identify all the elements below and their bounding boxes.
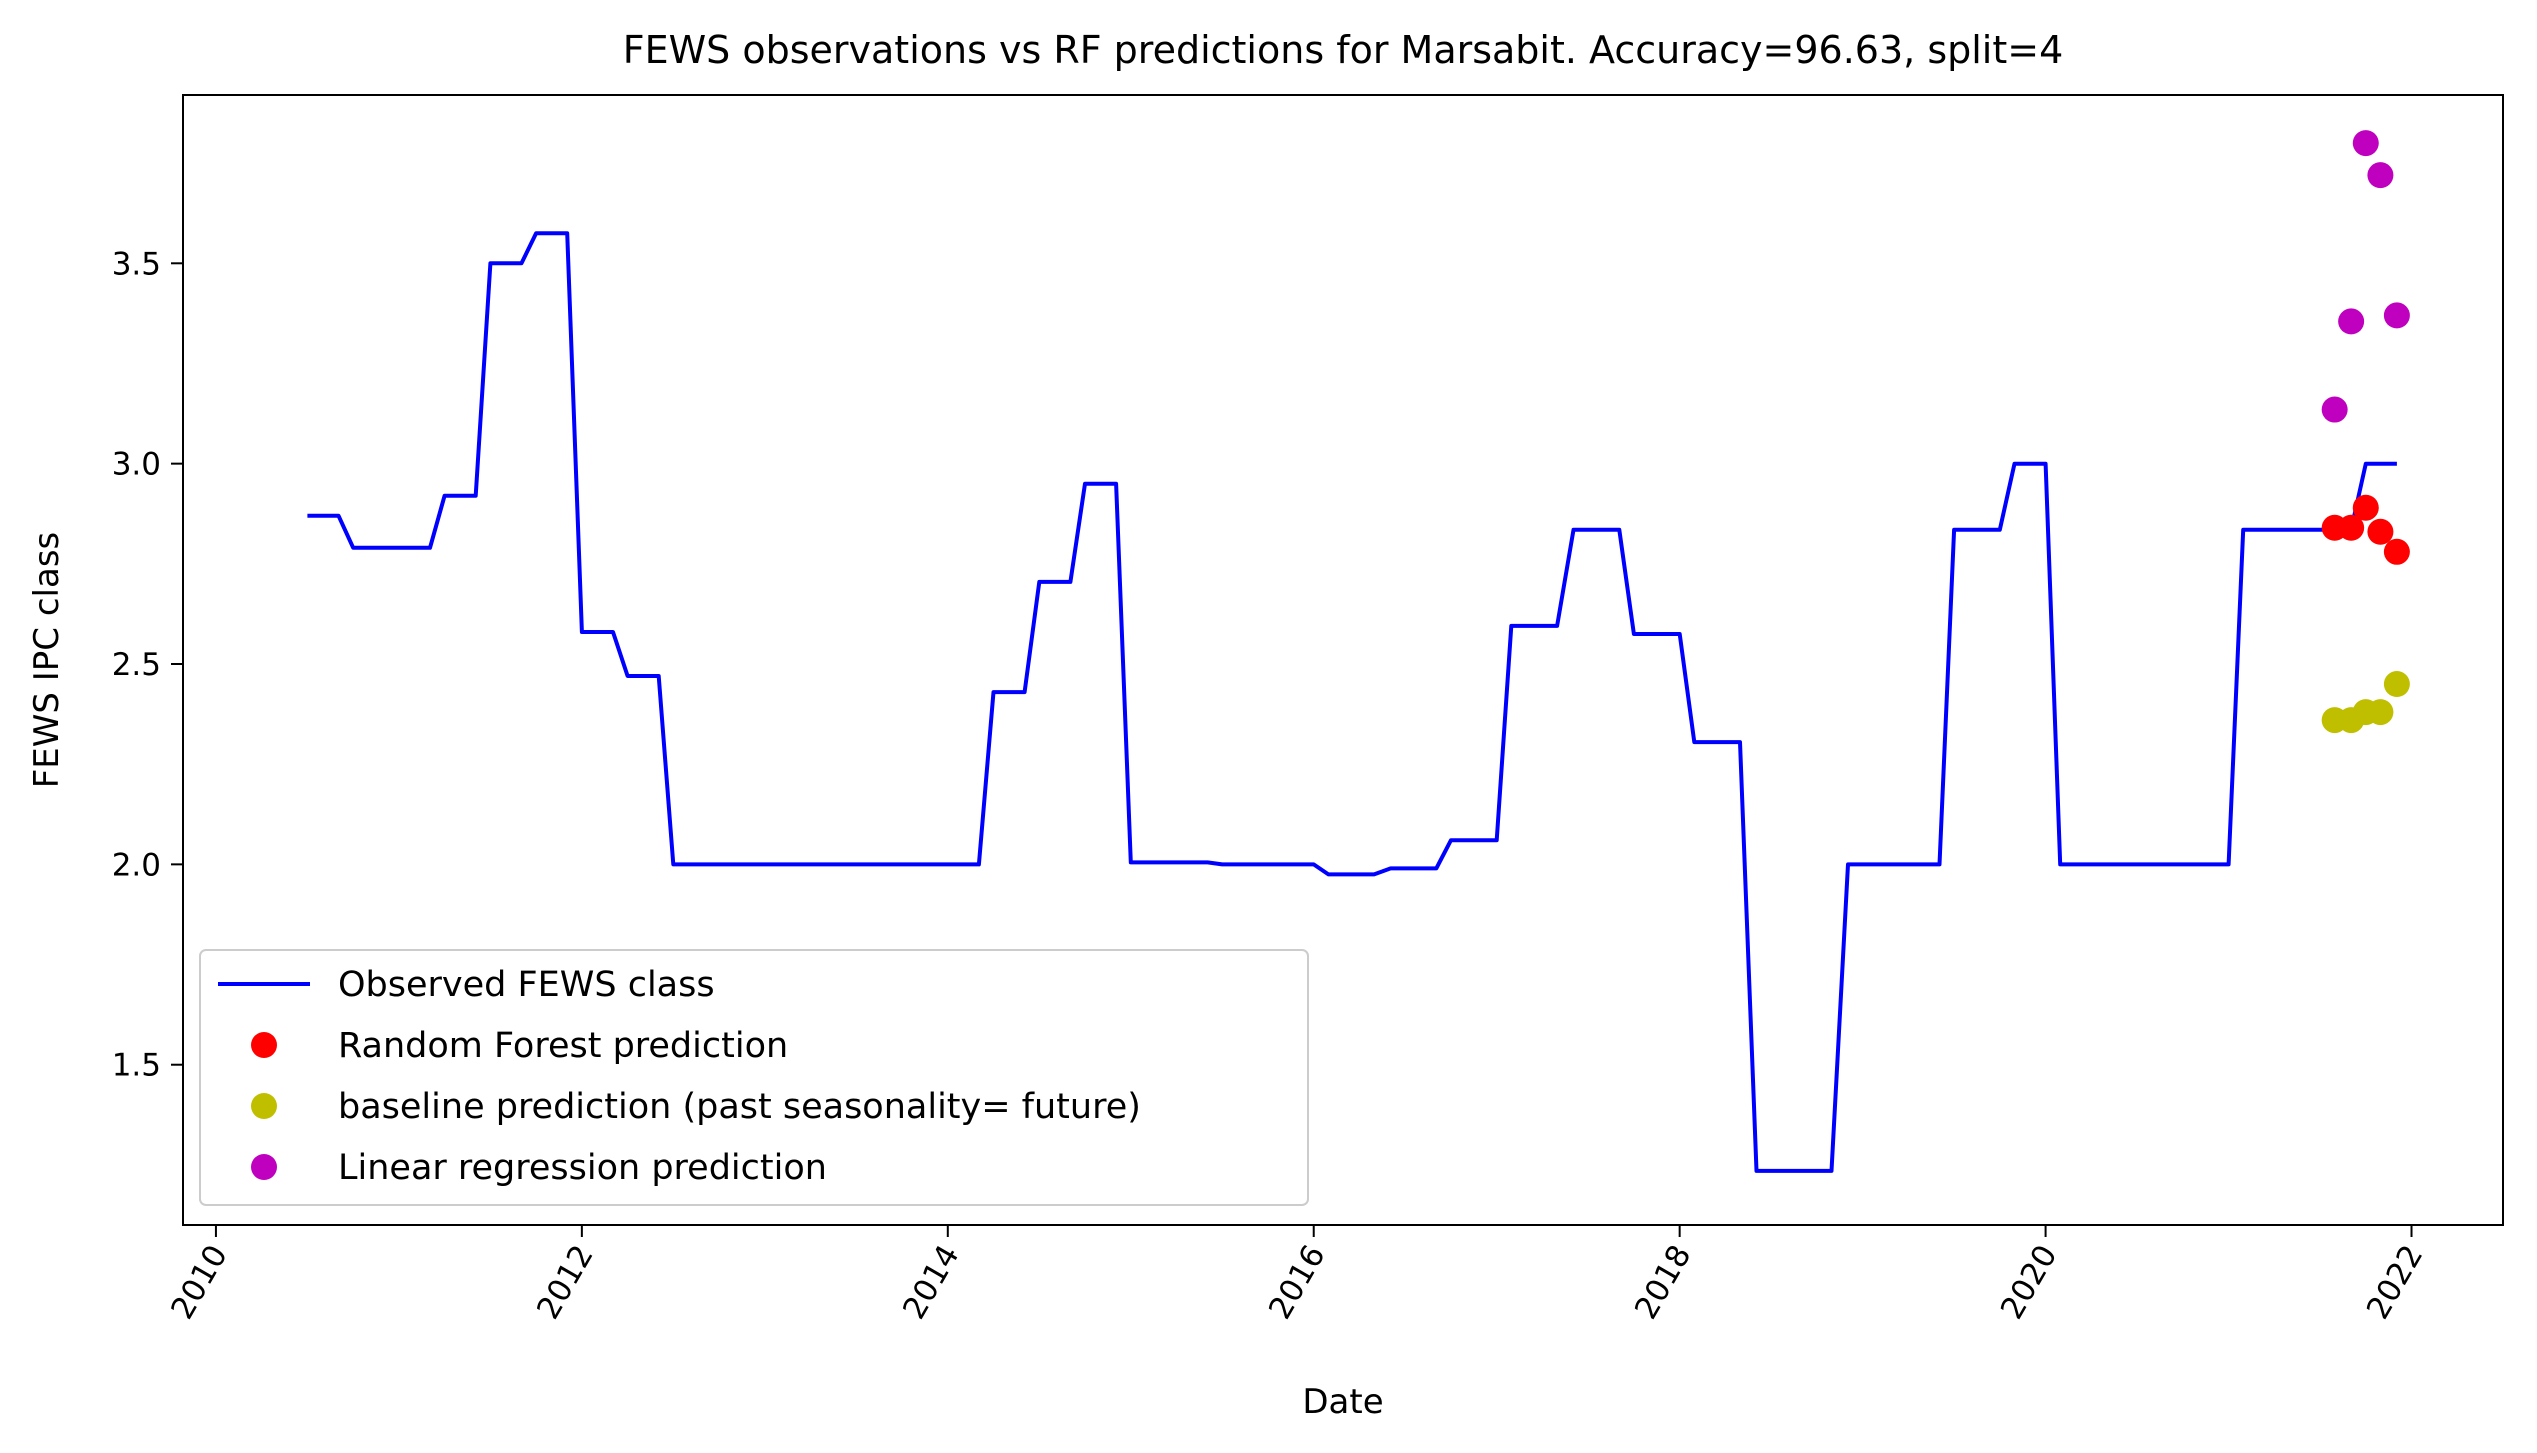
linear-regression-point (2383, 302, 2410, 329)
baseline-prediction-point (2383, 671, 2410, 698)
rf-prediction-point (2383, 538, 2410, 565)
x-tick-label: 2018 (1628, 1239, 1699, 1325)
plot-area (182, 94, 2504, 1226)
linear-regression-point (2352, 130, 2379, 157)
x-tick-label: 2016 (1262, 1239, 1333, 1325)
x-tick-label: 2022 (2360, 1239, 2431, 1325)
y-axis-label: FEWS IPC class (27, 532, 67, 789)
y-tick-label: 3.0 (112, 447, 161, 483)
legend-entry-label: Linear regression prediction (338, 1148, 827, 1188)
y-tick-label: 2.0 (112, 847, 161, 883)
legend-marker-swatch (251, 1154, 277, 1180)
x-tick-label: 2020 (1994, 1239, 2065, 1325)
x-tick-label: 2010 (164, 1239, 235, 1325)
legend-entry-label: baseline prediction (past seasonality= f… (338, 1087, 1141, 1127)
rf-prediction-point (2338, 514, 2365, 541)
baseline-prediction-point (2367, 699, 2394, 726)
legend-entry-label: Random Forest prediction (338, 1026, 788, 1066)
rf-prediction-point (2367, 518, 2394, 545)
y-tick-label: 3.5 (112, 246, 161, 282)
rf-prediction-point (2352, 494, 2379, 521)
x-tick-label: 2012 (530, 1239, 601, 1325)
linear-regression-point (2367, 162, 2394, 189)
linear-regression-point (2338, 308, 2365, 335)
chart-title: FEWS observations vs RF predictions for … (623, 28, 2064, 72)
legend-entry-label: Observed FEWS class (338, 965, 715, 1005)
legend: Observed FEWS class Random Forest predict… (199, 949, 1309, 1206)
observed-fews-line (307, 231, 2397, 1173)
linear-regression-point (2321, 396, 2348, 423)
legend-marker-swatch (251, 1032, 277, 1058)
legend-box (199, 949, 1309, 1206)
legend-marker-swatch (251, 1093, 277, 1119)
x-tick-label: 2014 (896, 1239, 967, 1325)
y-tick-label: 2.5 (112, 647, 161, 683)
x-axis-label: Date (1302, 1382, 1383, 1422)
y-tick-label: 1.5 (112, 1048, 161, 1084)
